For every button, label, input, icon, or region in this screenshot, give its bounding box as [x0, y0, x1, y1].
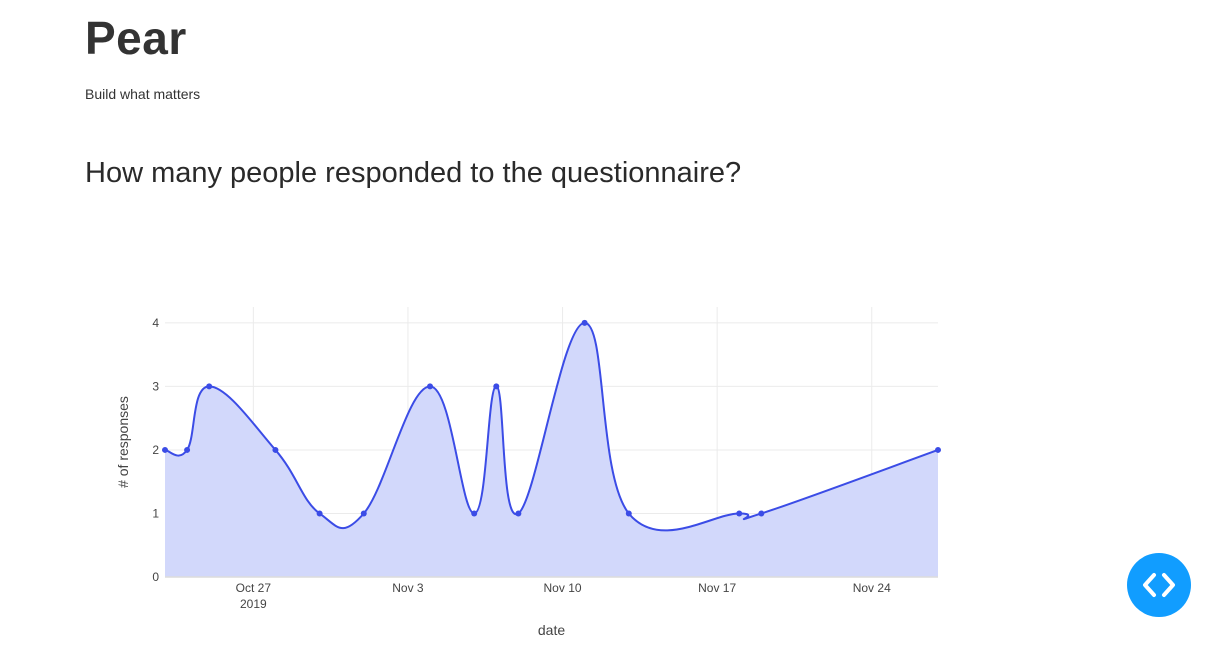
data-point: [162, 446, 168, 453]
code-brackets-icon: [1143, 573, 1175, 597]
data-point: [493, 383, 500, 390]
question-heading: How many people responded to the questio…: [85, 157, 742, 189]
data-point: [581, 319, 588, 326]
y-tick-label: 4: [152, 316, 159, 330]
series-line: [164, 321, 939, 532]
y-axis-title: # of responses: [115, 396, 131, 488]
data-point: [935, 446, 941, 453]
data-point: [758, 510, 765, 517]
data-point: [471, 510, 478, 517]
y-tick-label: 1: [152, 506, 159, 520]
code-toggle-button[interactable]: [1127, 553, 1191, 617]
y-tick-label: 2: [152, 443, 159, 457]
y-tick-label: 0: [152, 570, 159, 584]
data-point: [736, 510, 743, 517]
app-tagline: Build what matters: [85, 86, 201, 102]
y-tick-label: 3: [152, 379, 159, 393]
data-point: [360, 510, 367, 517]
x-tick-label: Nov 24: [853, 581, 891, 595]
data-point: [206, 383, 213, 390]
data-point: [272, 446, 279, 453]
x-tick-label: Nov 3: [392, 581, 424, 595]
x-tick-label: Nov 17: [698, 581, 736, 595]
series-area-fill: [165, 322, 938, 577]
data-point: [515, 510, 522, 517]
data-point: [316, 510, 323, 517]
data-point: [427, 383, 434, 390]
app-title: Pear: [85, 12, 187, 64]
x-tick-label: Nov 10: [544, 581, 582, 595]
x-axis-title: date: [538, 622, 565, 638]
x-tick-label: Oct 27: [236, 581, 272, 595]
data-point: [184, 446, 191, 453]
x-tick-year-label: 2019: [240, 597, 267, 611]
data-point: [625, 510, 632, 517]
